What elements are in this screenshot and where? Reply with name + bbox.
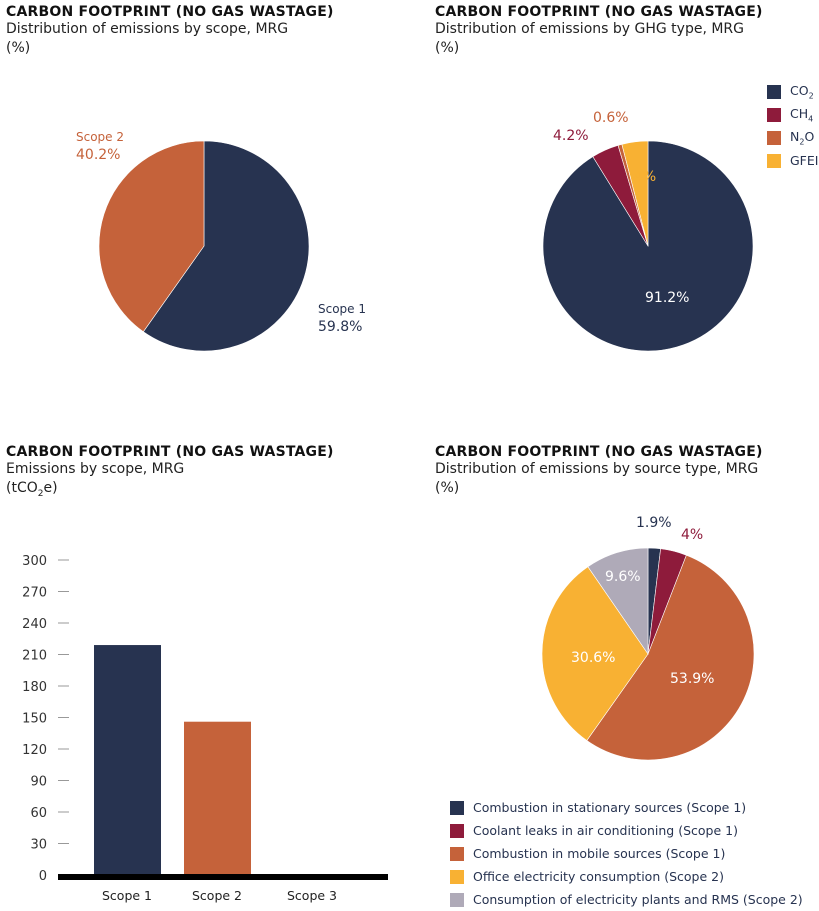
pie0-slice-name: Scope 2: [76, 130, 124, 144]
pie3-data-label: 53.9%: [670, 671, 714, 687]
chart2-header: CARBON FOOTPRINT (NO GAS WASTAGE) Distri…: [435, 4, 763, 58]
legend-item: GFEI: [767, 149, 818, 172]
y-tick-label: 150: [22, 712, 47, 727]
legend-swatch: [450, 800, 464, 815]
chart4-subtitle: Distribution of emissions by source type…: [435, 461, 759, 477]
legend-swatch: [767, 130, 781, 145]
chart3-header: CARBON FOOTPRINT (NO GAS WASTAGE) Emissi…: [6, 444, 334, 504]
legend-item: Combustion in mobile sources (Scope 1): [450, 842, 803, 865]
pie3-data-label: 30.6%: [571, 650, 615, 666]
legend-item: Coolant leaks in air conditioning (Scope…: [450, 819, 803, 842]
legend-item: Combustion in stationary sources (Scope …: [450, 796, 803, 819]
bar: [184, 721, 251, 875]
chart3-title: CARBON FOOTPRINT (NO GAS WASTAGE): [6, 444, 334, 460]
pie3-slice: [587, 547, 649, 655]
legend-label: Consumption of electricity plants and RM…: [473, 892, 803, 907]
chart2-subtitle: Distribution of emissions by GHG type, M…: [435, 21, 744, 37]
y-tick-label: 270: [22, 586, 47, 601]
chart4-unit: (%): [435, 480, 460, 496]
legend-swatch: [450, 892, 464, 907]
legend-swatch: [767, 107, 781, 122]
y-tick-label: 60: [30, 806, 47, 821]
y-tick-label: 210: [22, 649, 47, 664]
pie0-slice: [98, 140, 205, 333]
pie3-data-label: 9.6%: [605, 569, 641, 585]
chart3-unit: (tCO2e): [6, 480, 58, 499]
pie0-slice-name: Scope 1: [318, 302, 366, 316]
y-tick-label: 120: [22, 743, 47, 758]
pie0-slice: [142, 140, 310, 352]
pie1-data-label: 0.6%: [593, 110, 629, 126]
source-legend: Combustion in stationary sources (Scope …: [450, 796, 803, 911]
ghg-legend: CO2 CH4 N2O GFEI: [767, 80, 818, 172]
pie0-data-label: 59.8%: [318, 319, 362, 335]
pie3-slice: [586, 554, 755, 761]
legend-swatch: [767, 153, 781, 168]
pie1-slice: [621, 140, 649, 247]
bar: [94, 645, 161, 875]
legend-label: CO2: [790, 82, 814, 101]
chart1-header: CARBON FOOTPRINT (NO GAS WASTAGE) Distri…: [6, 4, 334, 58]
legend-label: CH4: [790, 105, 814, 124]
legend-swatch: [450, 846, 464, 861]
legend-item: Consumption of electricity plants and RM…: [450, 888, 803, 911]
pie1-data-label: 4.2%: [553, 128, 589, 144]
x-tick-label: Scope 3: [287, 888, 337, 903]
y-tick-label: 30: [30, 838, 47, 853]
chart2-unit: (%): [435, 40, 460, 56]
legend-item: Office electricity consumption (Scope 2): [450, 865, 803, 888]
pie1-data-label: 91.2%: [645, 290, 689, 306]
legend-item: CH4: [767, 103, 818, 126]
y-tick-label: 90: [30, 775, 47, 790]
y-tick-label: 300: [22, 554, 47, 569]
y-tick-label: 180: [22, 680, 47, 695]
pie0-data-label: 40.2%: [76, 147, 120, 163]
legend-swatch: [450, 823, 464, 838]
x-tick-label: Scope 1: [102, 888, 152, 903]
chart4-title: CARBON FOOTPRINT (NO GAS WASTAGE): [435, 444, 763, 460]
legend-item: CO2: [767, 80, 818, 103]
legend-label: Coolant leaks in air conditioning (Scope…: [473, 823, 738, 838]
chart1-title: CARBON FOOTPRINT (NO GAS WASTAGE): [6, 4, 334, 20]
y-tick-label: 0: [39, 869, 47, 884]
chart1-subtitle: Distribution of emissions by scope, MRG: [6, 21, 289, 37]
legend-swatch: [767, 84, 781, 99]
chart2-title: CARBON FOOTPRINT (NO GAS WASTAGE): [435, 4, 763, 20]
legend-label: Combustion in mobile sources (Scope 1): [473, 846, 726, 861]
legend-label: N2O: [790, 128, 815, 147]
chart4-header: CARBON FOOTPRINT (NO GAS WASTAGE) Distri…: [435, 444, 763, 498]
pie3-data-label: 4%: [681, 527, 703, 543]
x-tick-label: Scope 2: [192, 888, 242, 903]
x-axis-line: [58, 874, 388, 880]
chart3-subtitle: Emissions by scope, MRG: [6, 461, 185, 477]
legend-item: N2O: [767, 126, 818, 149]
chart1-unit: (%): [6, 40, 31, 56]
pie3-slice: [541, 566, 649, 741]
pie1-data-label: 4%: [634, 169, 656, 185]
y-tick-label: 240: [22, 617, 47, 632]
legend-swatch: [450, 869, 464, 884]
legend-label: GFEI: [790, 153, 819, 168]
pie3-data-label: 1.9%: [636, 515, 672, 531]
legend-label: Office electricity consumption (Scope 2): [473, 869, 724, 884]
legend-label: Combustion in stationary sources (Scope …: [473, 800, 747, 815]
